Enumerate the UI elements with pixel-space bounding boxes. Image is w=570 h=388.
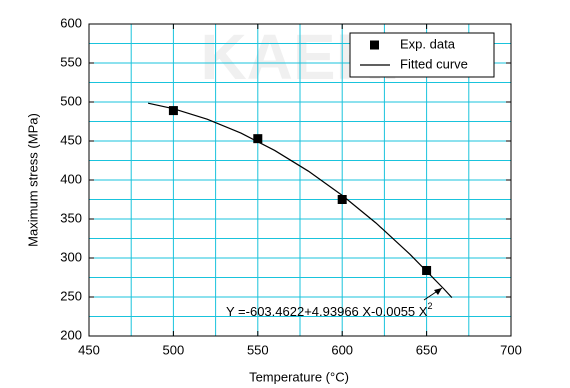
y-axis-label: Maximum stress (MPa) bbox=[25, 113, 40, 247]
y-tick-label: 500 bbox=[60, 93, 82, 108]
x-tick-label: 450 bbox=[78, 342, 100, 357]
annotation-superscript: 2 bbox=[427, 301, 432, 311]
data-point bbox=[253, 134, 263, 144]
y-tick-label: 300 bbox=[60, 249, 82, 264]
y-tick-label: 600 bbox=[60, 15, 82, 30]
data-point bbox=[168, 106, 178, 116]
x-tick-label: 600 bbox=[331, 342, 353, 357]
y-tick-label: 450 bbox=[60, 132, 82, 147]
fitted-curve bbox=[147, 102, 453, 299]
y-tick-label: 250 bbox=[60, 288, 82, 303]
legend-box bbox=[349, 32, 495, 78]
legend-label: Fitted curve bbox=[400, 56, 468, 71]
y-tick-label: 350 bbox=[60, 210, 82, 225]
y-tick-label: 550 bbox=[60, 54, 82, 69]
annotation-text: Y =-603.4622+4.93966 X-0.0055 X bbox=[226, 304, 428, 319]
x-tick-label: 550 bbox=[247, 342, 269, 357]
x-tick-label: 700 bbox=[500, 342, 522, 357]
x-axis-label: Temperature (°C) bbox=[249, 369, 349, 384]
x-tick-label: 650 bbox=[416, 342, 438, 357]
legend-marker bbox=[370, 40, 379, 50]
y-tick-label: 400 bbox=[60, 171, 82, 186]
annotation: Y =-603.4622+4.93966 X-0.0055 X2 bbox=[226, 301, 432, 319]
annotation-arrow bbox=[423, 287, 443, 301]
data-point bbox=[337, 195, 347, 204]
legend-label: Exp. data bbox=[400, 36, 456, 51]
x-tick-label: 500 bbox=[163, 342, 185, 357]
y-tick-label: 200 bbox=[60, 327, 82, 342]
